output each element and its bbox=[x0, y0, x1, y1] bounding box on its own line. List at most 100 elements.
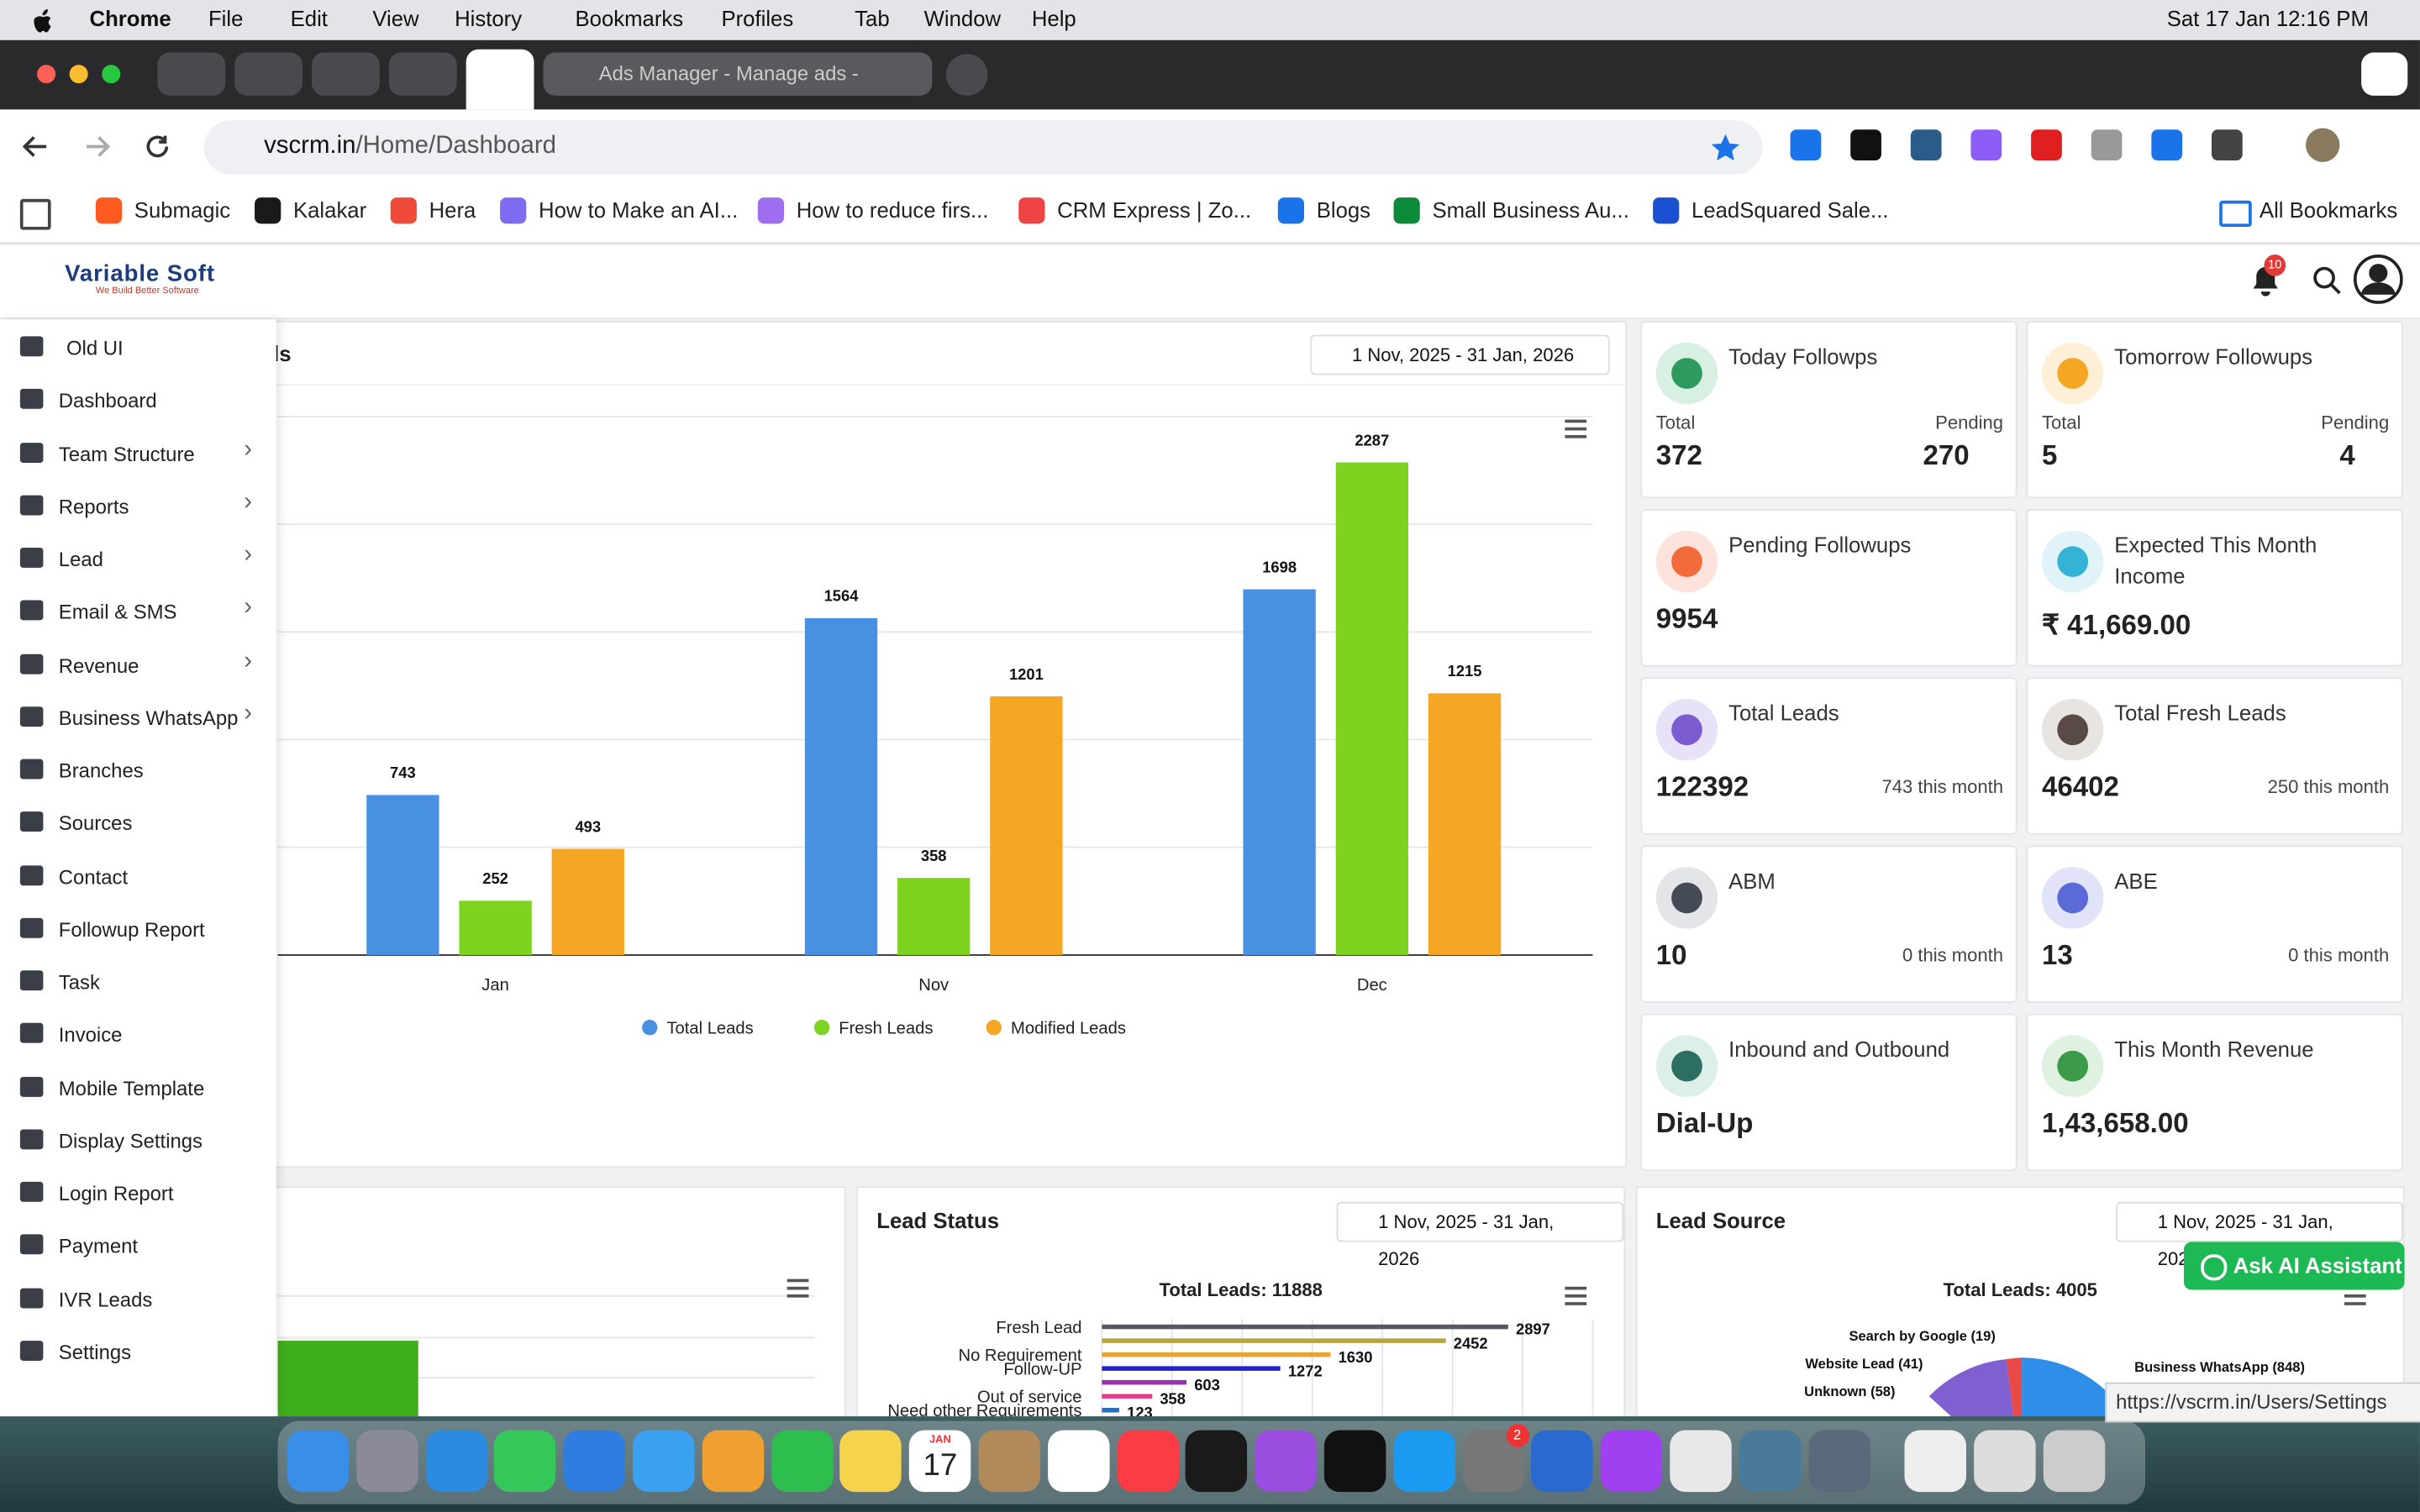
extension-icon[interactable] bbox=[1850, 129, 1881, 161]
dock-icon[interactable] bbox=[1739, 1430, 1802, 1493]
menu-item[interactable]: Help bbox=[1031, 6, 1076, 31]
search-icon[interactable] bbox=[2312, 265, 2343, 297]
address-bar[interactable]: vscrm.in/Home/Dashboard bbox=[203, 120, 1763, 175]
menu-item[interactable]: File bbox=[208, 6, 244, 31]
stat-card[interactable]: Inbound and Outbound Dial-Up bbox=[1640, 1013, 2018, 1172]
dock-icon[interactable] bbox=[1905, 1430, 1967, 1493]
bookmark[interactable]: How to Make an AI... bbox=[539, 197, 739, 223]
stat-card[interactable]: ABE 13 0 this month bbox=[2026, 845, 2403, 1003]
dock-icon[interactable] bbox=[1323, 1430, 1386, 1493]
apps-icon[interactable] bbox=[19, 198, 51, 230]
all-bookmarks[interactable]: All Bookmarks bbox=[2259, 197, 2398, 223]
nav-item[interactable]: Sources bbox=[0, 800, 276, 846]
pinned-tab[interactable] bbox=[312, 52, 380, 96]
nav-item[interactable]: Reports › bbox=[0, 482, 276, 528]
pinned-tab[interactable] bbox=[388, 52, 457, 96]
nav-item[interactable]: Contact bbox=[0, 853, 276, 899]
profile-icon[interactable] bbox=[2306, 128, 2340, 162]
zoom-window[interactable] bbox=[102, 65, 121, 84]
dock-icon[interactable] bbox=[1531, 1430, 1594, 1493]
dock-icon[interactable] bbox=[1117, 1430, 1179, 1493]
dock-icon[interactable] bbox=[1807, 1430, 1870, 1493]
menu-item[interactable]: Edit bbox=[290, 6, 328, 31]
tab[interactable]: Ads Manager - Manage ads - bbox=[543, 52, 933, 96]
nav-item[interactable]: Followup Report bbox=[0, 906, 276, 952]
nav-item[interactable]: Login Report bbox=[0, 1169, 276, 1215]
bookmark[interactable]: LeadSquared Sale... bbox=[1691, 197, 1889, 223]
dock-icon[interactable]: 2 bbox=[1462, 1424, 1529, 1493]
dock-icon[interactable] bbox=[771, 1430, 834, 1493]
minimize-window[interactable] bbox=[69, 65, 88, 84]
extension-icon[interactable] bbox=[2031, 129, 2062, 161]
profile-avatar[interactable] bbox=[2353, 255, 2403, 304]
dock-icon[interactable]: JAN 17 bbox=[909, 1430, 971, 1493]
bookmark[interactable]: How to reduce firs... bbox=[796, 197, 989, 223]
dock-icon[interactable] bbox=[494, 1430, 556, 1493]
nav-item[interactable]: Branches bbox=[0, 747, 276, 793]
dock-icon[interactable] bbox=[702, 1430, 764, 1493]
dock-icon[interactable] bbox=[633, 1430, 695, 1493]
stat-card[interactable]: Tomorrow Followups Total 5 Pending 4 bbox=[2026, 321, 2403, 499]
extension-icon[interactable] bbox=[2211, 129, 2243, 161]
nav-item[interactable]: IVR Leads bbox=[0, 1275, 276, 1321]
dock-icon[interactable] bbox=[839, 1430, 902, 1493]
bookmark-star[interactable] bbox=[1710, 133, 1741, 164]
extension-icon[interactable] bbox=[1970, 129, 2002, 161]
bookmark[interactable]: Kalakar bbox=[292, 197, 367, 223]
dock-icon[interactable] bbox=[1047, 1430, 1110, 1493]
dock-icon[interactable] bbox=[1670, 1430, 1732, 1493]
nav-item[interactable]: Revenue › bbox=[0, 641, 276, 687]
pinned-tab[interactable] bbox=[157, 52, 226, 96]
menu-item[interactable]: History bbox=[455, 6, 523, 31]
stat-card[interactable]: Total Leads 122392 743 this month bbox=[1640, 677, 2018, 835]
dock-icon[interactable] bbox=[355, 1430, 418, 1493]
nav-item[interactable]: Lead › bbox=[0, 535, 276, 581]
dock-icon[interactable] bbox=[978, 1430, 1040, 1493]
extension-icon[interactable] bbox=[1910, 129, 1942, 161]
menu-item[interactable]: Window bbox=[923, 6, 1002, 31]
stat-card[interactable]: Pending Followups 9954 bbox=[1640, 509, 2018, 667]
extension-icon[interactable] bbox=[2151, 129, 2183, 161]
tab-search[interactable] bbox=[2361, 52, 2408, 96]
extension-icon[interactable] bbox=[1790, 129, 1822, 161]
close-window[interactable] bbox=[37, 65, 56, 84]
nav-item[interactable]: Task bbox=[0, 958, 276, 1005]
logo[interactable]: Variable Soft bbox=[65, 260, 215, 287]
nav-item[interactable]: Invoice bbox=[0, 1011, 276, 1057]
stat-card[interactable]: Expected This Month Income ₹ 41,669.00 bbox=[2026, 509, 2403, 667]
dock-icon[interactable] bbox=[2043, 1430, 2106, 1493]
nav-item[interactable]: Payment bbox=[0, 1222, 276, 1268]
menu-item[interactable]: View bbox=[372, 6, 419, 31]
nav-item[interactable]: Dashboard bbox=[0, 377, 276, 423]
current-tab[interactable] bbox=[466, 49, 534, 110]
stat-card[interactable]: This Month Revenue 1,43,658.00 bbox=[2026, 1013, 2403, 1172]
bookmark[interactable]: CRM Express | Zo... bbox=[1057, 197, 1252, 223]
bookmark[interactable]: Small Business Au... bbox=[1432, 197, 1629, 223]
date-range-picker[interactable]: 1 Nov, 2025 - 31 Jan, 2026 bbox=[2116, 1201, 2403, 1270]
dock-icon[interactable] bbox=[425, 1430, 487, 1493]
dock-icon[interactable] bbox=[1974, 1430, 2036, 1493]
ask-ai-button[interactable]: Ask AI Assistant bbox=[2183, 1242, 2405, 1290]
dock-icon[interactable] bbox=[563, 1430, 626, 1493]
menu-item[interactable]: Bookmarks bbox=[575, 6, 684, 31]
nav-item[interactable]: Team Structure › bbox=[0, 430, 276, 476]
extension-icon[interactable] bbox=[2091, 129, 2123, 161]
app-name[interactable]: Chrome bbox=[89, 6, 171, 31]
menu-item[interactable]: Tab bbox=[855, 6, 890, 31]
new-tab[interactable] bbox=[945, 54, 988, 96]
nav-item[interactable]: Email & SMS › bbox=[0, 588, 276, 634]
nav-buttons[interactable] bbox=[18, 131, 173, 162]
dock-icon[interactable] bbox=[287, 1430, 350, 1493]
nav-item[interactable]: Business WhatsApp › bbox=[0, 694, 276, 740]
stat-card[interactable]: Total Fresh Leads 46402 250 this month bbox=[2026, 677, 2403, 835]
pinned-tab[interactable] bbox=[234, 52, 302, 96]
nav-item[interactable]: Settings bbox=[0, 1328, 276, 1374]
date-range-picker[interactable]: 1 Nov, 2025 - 31 Jan, 2026 bbox=[1310, 334, 1610, 375]
stat-card[interactable]: ABM 10 0 this month bbox=[1640, 845, 2018, 1003]
dock-icon[interactable] bbox=[1255, 1430, 1318, 1493]
stat-card[interactable]: Today Followps Total 372 Pending 270 bbox=[1640, 321, 2018, 499]
bookmark[interactable]: Hera bbox=[429, 197, 476, 223]
bookmark[interactable]: Submagic bbox=[134, 197, 231, 223]
dock-icon[interactable] bbox=[1393, 1430, 1455, 1493]
dock-icon[interactable] bbox=[1186, 1430, 1248, 1493]
